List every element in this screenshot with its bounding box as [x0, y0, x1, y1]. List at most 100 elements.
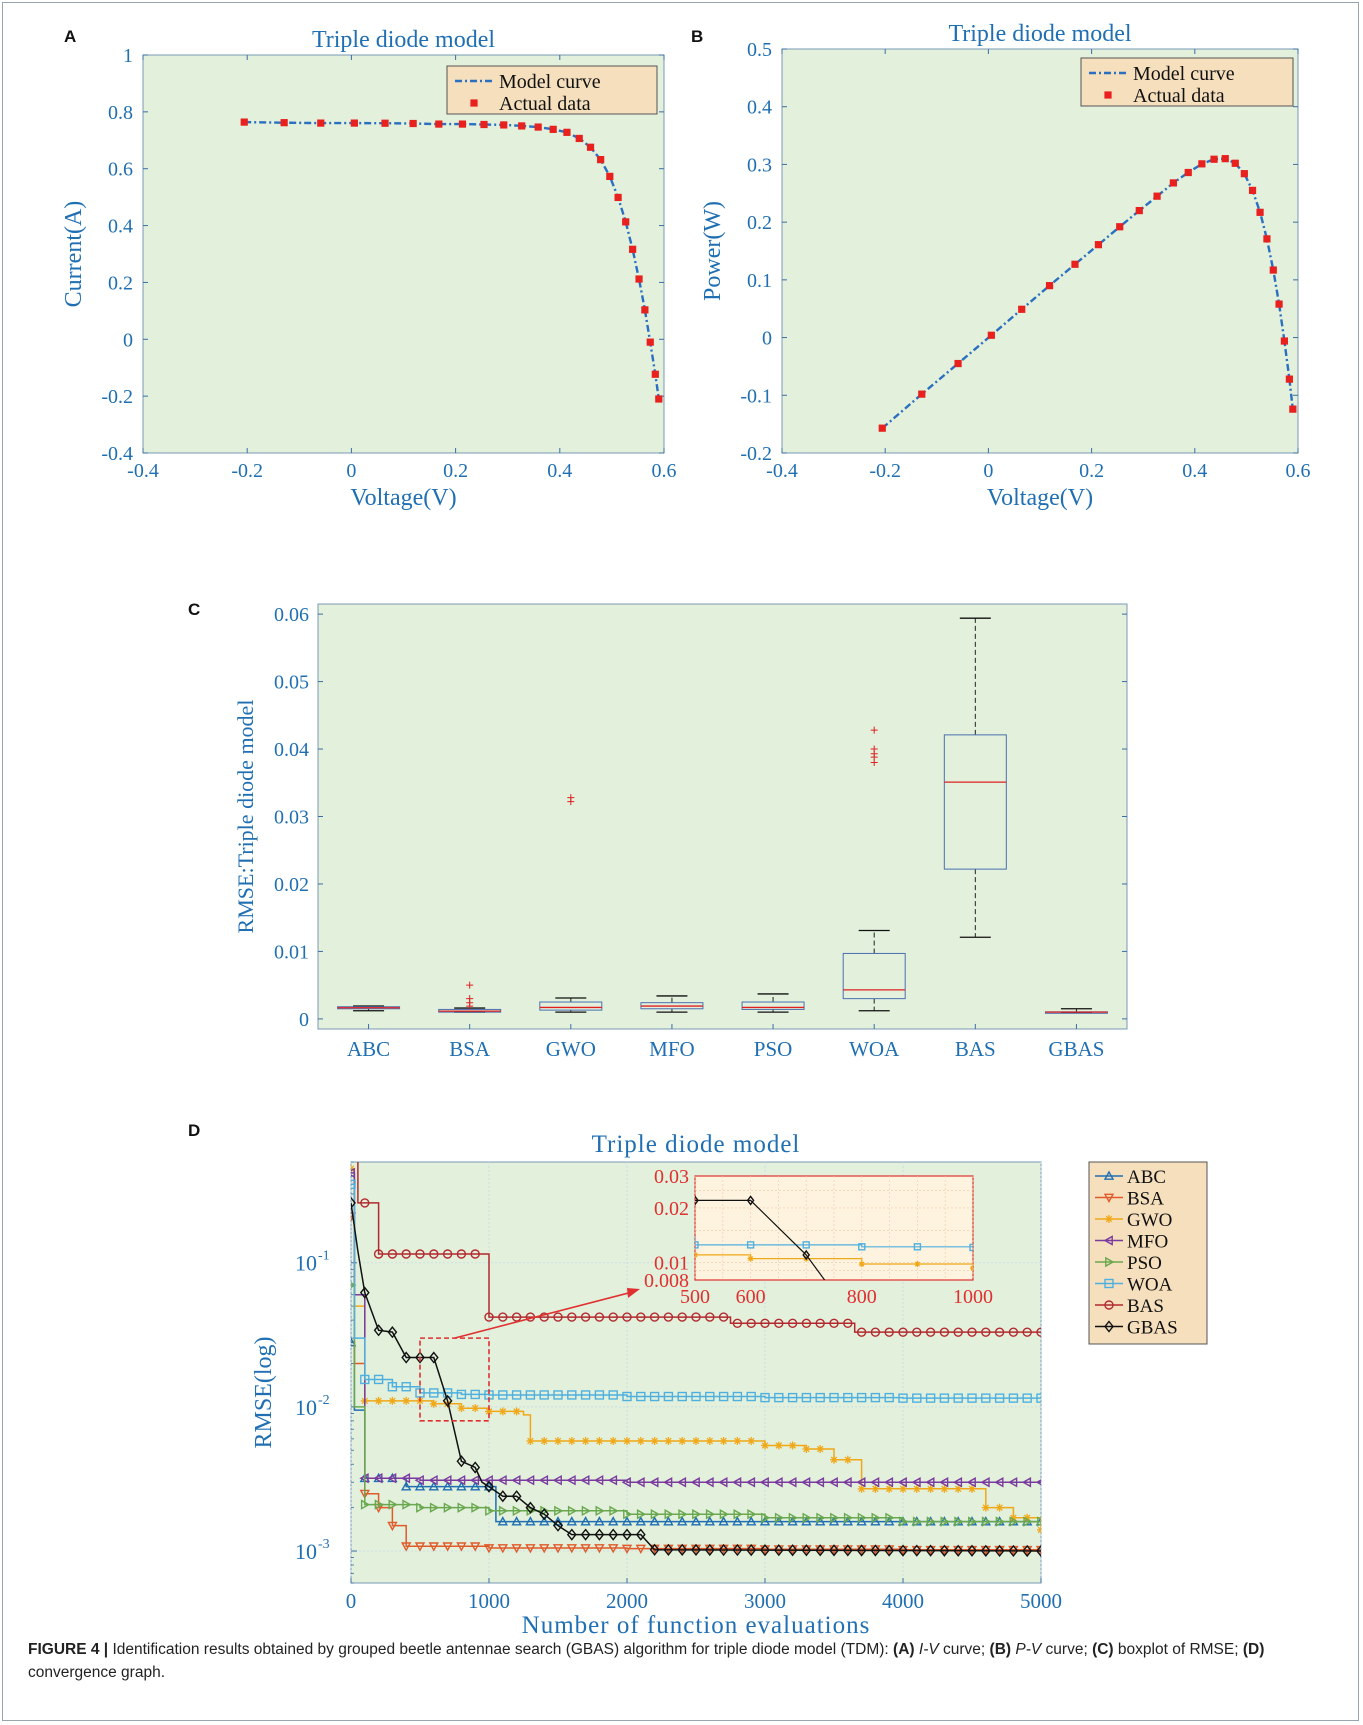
- data-point-actual: [563, 128, 571, 136]
- series-marker-mfo: [814, 1477, 825, 1488]
- y-tick-label: 0.06: [274, 604, 309, 626]
- series-marker-bas: [912, 1327, 922, 1337]
- series-marker-woa: [429, 1388, 439, 1398]
- series-marker-mfo: [538, 1475, 549, 1486]
- series-marker-mfo: [593, 1475, 604, 1486]
- series-marker-gbas: [994, 1544, 1005, 1558]
- series-marker-bas: [981, 1327, 991, 1337]
- y-tick-label: -0.1: [740, 385, 772, 407]
- series-marker-bsa: [387, 1521, 398, 1532]
- data-point-actual: [350, 119, 358, 127]
- outlier-point: [466, 981, 474, 989]
- series-marker-mfo: [428, 1475, 438, 1486]
- series-marker-bsa: [566, 1544, 577, 1554]
- series-marker-mfo: [731, 1477, 742, 1488]
- inset-y-tick-label: 0.01: [654, 1252, 689, 1274]
- data-point-actual: [586, 143, 595, 151]
- data-point-actual: [918, 390, 926, 398]
- series-marker-mfo: [607, 1475, 618, 1486]
- legend-label-bas: BAS: [1127, 1296, 1164, 1317]
- series-marker-abc: [677, 1516, 688, 1526]
- chart-title: Triple diode model: [312, 27, 495, 53]
- series-marker-gbas: [815, 1544, 826, 1557]
- data-point-actual: [575, 134, 583, 143]
- series-marker-bas: [553, 1312, 563, 1322]
- series-marker-woa: [732, 1391, 743, 1402]
- series-marker-gwo: [567, 1436, 576, 1445]
- series-marker-bas: [732, 1318, 743, 1329]
- series-marker-bas: [401, 1249, 411, 1259]
- x-tick-label: -0.4: [127, 460, 159, 482]
- y-tick-label: 0.4: [747, 97, 772, 119]
- series-marker-gbas: [980, 1544, 991, 1557]
- series-marker-gbas: [773, 1544, 784, 1557]
- legend-label-pso: PSO: [1127, 1253, 1162, 1274]
- inset-marker-woa: [746, 1241, 755, 1249]
- series-marker-woa: [663, 1391, 674, 1402]
- series-marker-abc: [718, 1516, 729, 1526]
- series-woa: [351, 1179, 1041, 1403]
- series-marker-pso: [471, 1502, 481, 1513]
- x-tick-label: 2000: [606, 1589, 648, 1613]
- series-marker-gbas: [470, 1461, 481, 1474]
- data-point-actual: [1210, 155, 1218, 163]
- series-marker-pso: [912, 1516, 923, 1527]
- series-marker-abc: [470, 1481, 481, 1491]
- inset-x-tick-label: 500: [680, 1286, 710, 1308]
- series-marker-abc: [621, 1516, 633, 1526]
- series-marker-bas: [580, 1312, 591, 1322]
- data-point-actual: [1289, 405, 1297, 413]
- caption-b-rest: curve;: [1045, 1641, 1088, 1658]
- data-point-actual: [878, 424, 886, 432]
- data-point-actual: [381, 119, 389, 127]
- series-marker-gbas: [704, 1543, 715, 1557]
- series-marker-pso: [609, 1505, 619, 1517]
- y-tick-label-exp: -3: [318, 1537, 330, 1552]
- inset-x-tick-label: 600: [736, 1286, 766, 1308]
- series-marker-mfo: [980, 1477, 990, 1488]
- series-marker-pso: [402, 1499, 412, 1510]
- series-marker-mfo: [925, 1477, 935, 1488]
- series-marker-abc: [351, 1336, 357, 1347]
- series-marker-mfo: [938, 1477, 949, 1488]
- series-marker-woa: [594, 1390, 605, 1400]
- box-woa: [842, 726, 906, 1012]
- box-iqr: [741, 1001, 805, 1010]
- series-marker-abc: [649, 1516, 660, 1526]
- series-line-model-curve: [881, 157, 1294, 430]
- y-tick-label: 0.03: [274, 807, 309, 829]
- series-marker-pso: [664, 1509, 674, 1520]
- series-marker-pso: [623, 1509, 633, 1520]
- data-point-actual: [549, 125, 557, 133]
- series-marker-mfo: [704, 1477, 714, 1488]
- data-point-actual: [1153, 192, 1161, 200]
- series-marker-mfo: [800, 1477, 811, 1488]
- zoom-arrow: [454, 1290, 637, 1339]
- data-point-actual: [1285, 375, 1293, 383]
- series-marker-gwo: [595, 1436, 604, 1445]
- series-marker-woa: [498, 1390, 508, 1400]
- series-marker-gwo: [692, 1436, 700, 1445]
- x-tick-label: 0: [346, 1589, 357, 1613]
- inset-marker-woa: [913, 1243, 922, 1251]
- series-marker-mfo: [662, 1477, 673, 1488]
- data-point-actual: [987, 331, 995, 339]
- series-marker-bas: [815, 1318, 825, 1329]
- series-marker-abc: [442, 1481, 453, 1491]
- inset-y-tick-label: 0.008: [644, 1270, 689, 1292]
- x-tick-label: -0.4: [766, 460, 798, 482]
- data-point-actual: [1240, 170, 1248, 178]
- x-tick-label: 0: [346, 460, 356, 482]
- y-tick-label: -0.2: [101, 386, 133, 408]
- series-marker-abc: [663, 1516, 674, 1526]
- data-point-actual: [240, 118, 248, 126]
- series-marker-pso: [678, 1509, 688, 1520]
- series-marker-gwo: [788, 1441, 797, 1450]
- series-marker-pso: [747, 1509, 757, 1520]
- series-marker-gwo: [623, 1436, 631, 1445]
- series-marker-gwo: [843, 1455, 852, 1464]
- panel-label: A: [64, 27, 76, 46]
- series-marker-gbas: [415, 1351, 425, 1364]
